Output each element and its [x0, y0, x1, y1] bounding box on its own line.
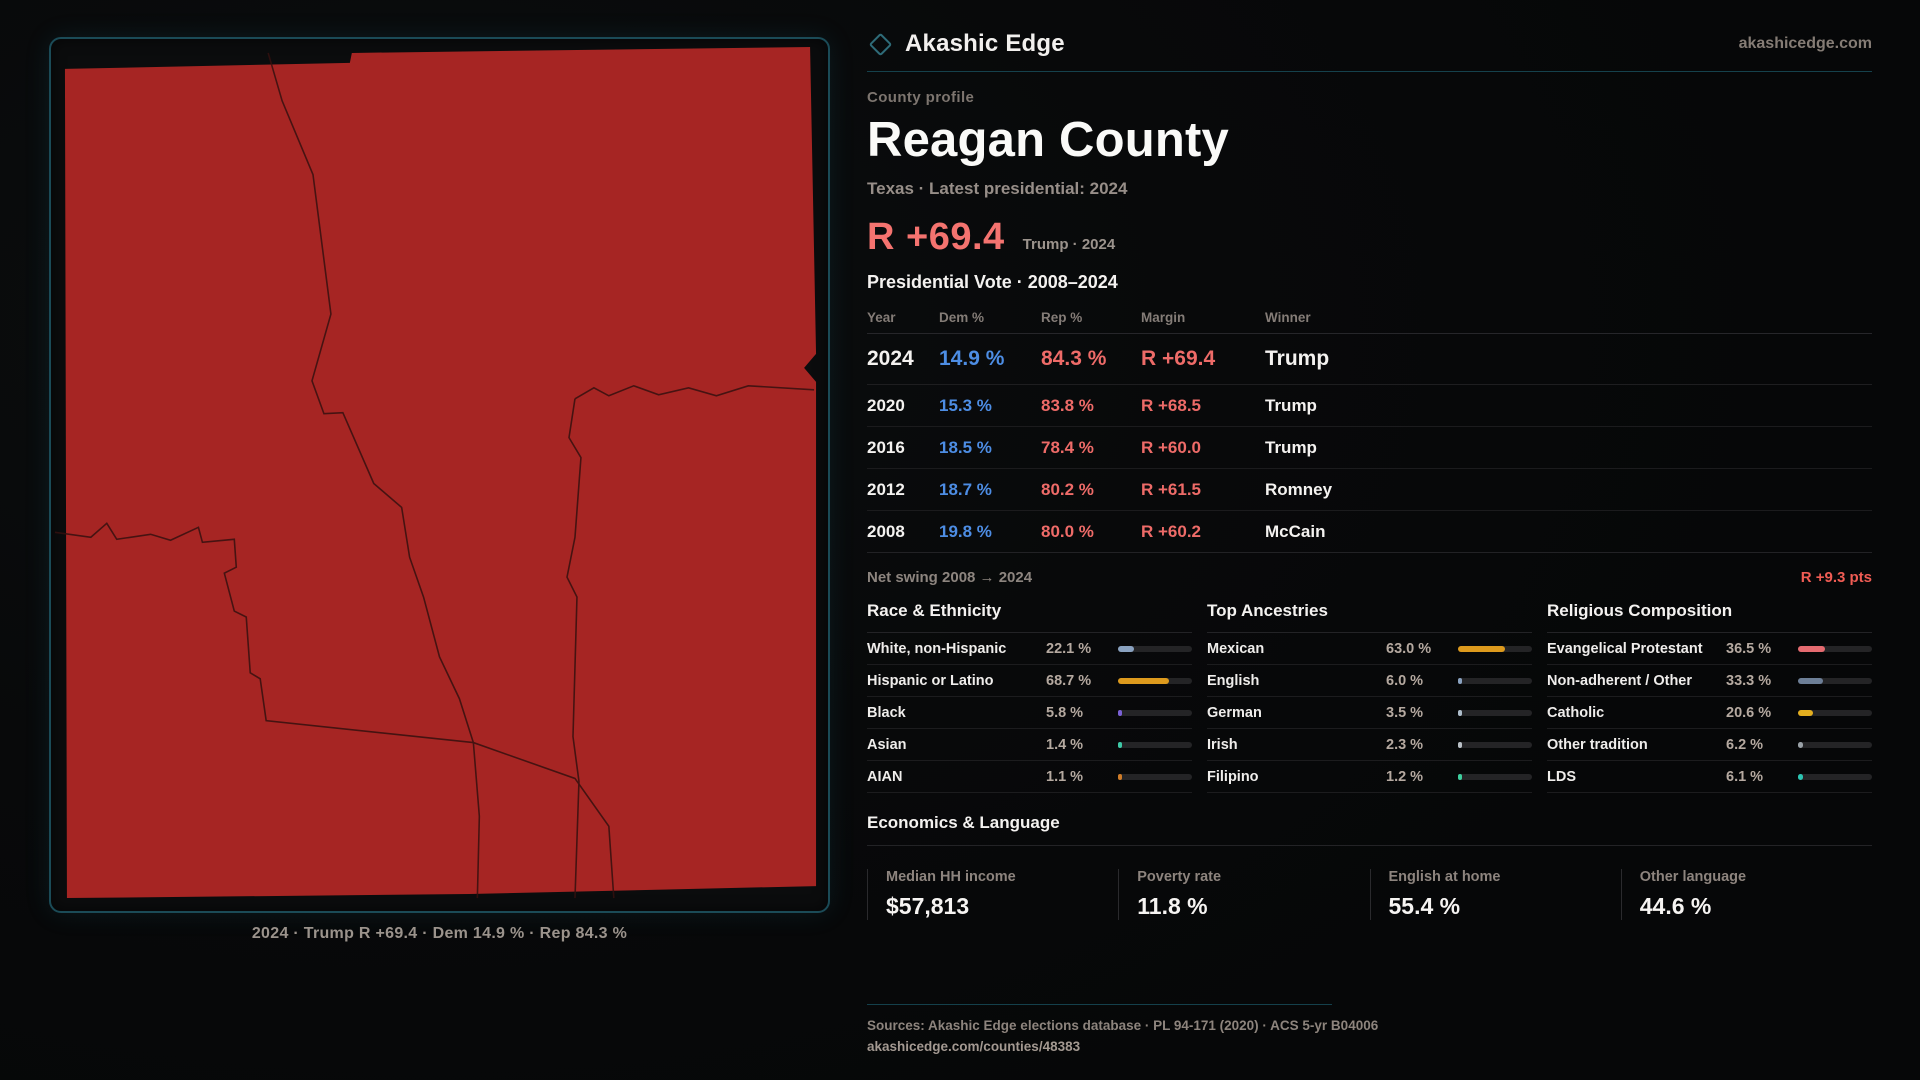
county-map — [54, 46, 817, 899]
stat-bar — [1798, 677, 1872, 684]
table-row: 2008 19.8 % 80.0 % R +60.2 McCain — [867, 511, 1872, 553]
economics-title: Economics & Language — [867, 813, 1872, 846]
footer-url-link[interactable]: akashicedge.com/counties/48383 — [867, 1039, 1081, 1054]
col-dem: Dem % — [939, 310, 985, 325]
col-rep: Rep % — [1041, 310, 1083, 325]
brand: Akashic Edge — [867, 30, 1065, 58]
stat-bar — [1458, 709, 1532, 716]
demo-row: Other tradition 6.2 % — [1547, 729, 1872, 761]
demo-row: English 6.0 % — [1207, 665, 1532, 697]
page-title: Reagan County — [867, 113, 1229, 167]
stat-bar — [1458, 773, 1532, 780]
stat-cell: Other language 44.6 % — [1620, 869, 1872, 920]
stat-bar — [1798, 645, 1872, 652]
headline-margin-row: R +69.4 Trump · 2024 — [867, 216, 1872, 259]
economics-stats: Median HH income $57,813 Poverty rate 11… — [867, 869, 1872, 920]
footer-divider — [867, 1004, 1332, 1005]
stat-bar — [1118, 741, 1192, 748]
map-caption: 2024 · Trump R +69.4 · Dem 14.9 % · Rep … — [251, 925, 628, 942]
religion-group: Religious Composition Evangelical Protes… — [1547, 601, 1872, 793]
footer-sources: Sources: Akashic Edge elections database… — [867, 1018, 1379, 1033]
stat-bar — [1458, 677, 1532, 684]
precinct-boundaries — [54, 52, 815, 899]
stat-bar — [1458, 645, 1532, 652]
demo-row: Hispanic or Latino 68.7 % — [867, 665, 1192, 697]
demo-row: Black 5.8 % — [867, 697, 1192, 729]
col-winner: Winner — [1265, 310, 1311, 325]
group-title: Race & Ethnicity — [867, 601, 1192, 633]
table-header-row: Year Dem % Rep % Margin Winner — [867, 302, 1872, 333]
stat-bar — [1118, 773, 1192, 780]
net-swing-value: R +9.3 pts — [1800, 568, 1872, 586]
stat-bar — [1118, 709, 1192, 716]
col-year: Year — [867, 310, 896, 325]
net-swing-row: Net swing 2008 → 2024 R +9.3 pts — [867, 559, 1872, 595]
stat-bar — [1798, 709, 1872, 716]
demo-row: German 3.5 % — [1207, 697, 1532, 729]
stat-cell: Poverty rate 11.8 % — [1118, 869, 1369, 920]
demo-row: Filipino 1.2 % — [1207, 761, 1532, 793]
stat-bar — [1458, 741, 1532, 748]
stat-bar — [1118, 677, 1192, 684]
headline-margin: R +69.4 — [867, 216, 1005, 258]
stat-cell: English at home 55.4 % — [1369, 869, 1621, 920]
table-row: 2020 15.3 % 83.8 % R +68.5 Trump — [867, 385, 1872, 427]
group-title: Religious Composition — [1547, 601, 1872, 633]
demographics-section: Race & Ethnicity White, non-Hispanic 22.… — [867, 601, 1872, 793]
county-shape — [64, 46, 817, 899]
demo-row: Irish 2.3 % — [1207, 729, 1532, 761]
brand-domain-link[interactable]: akashicedge.com — [1738, 35, 1872, 52]
county-profile-panel: Akashic Edge akashicedge.com County prof… — [867, 30, 1872, 1054]
race-ethnicity-group: Race & Ethnicity White, non-Hispanic 22.… — [867, 601, 1192, 793]
demo-row: AIAN 1.1 % — [867, 761, 1192, 793]
demo-row: Non-adherent / Other 33.3 % — [1547, 665, 1872, 697]
county-map-panel — [49, 37, 830, 913]
demo-row: White, non-Hispanic 22.1 % — [867, 633, 1192, 665]
col-margin: Margin — [1141, 310, 1186, 325]
page-subtitle: Texas · Latest presidential: 2024 — [867, 179, 1128, 198]
vote-table-title: Presidential Vote · 2008–2024 — [867, 272, 1118, 292]
demo-row: Catholic 20.6 % — [1547, 697, 1872, 729]
demo-row: LDS 6.1 % — [1547, 761, 1872, 793]
demo-row: Asian 1.4 % — [867, 729, 1192, 761]
net-swing-label: Net swing 2008 → 2024 — [867, 568, 1033, 586]
stat-bar — [1798, 741, 1872, 748]
header-bar: Akashic Edge akashicedge.com — [867, 30, 1872, 58]
eyebrow-label: County profile — [867, 89, 975, 106]
demo-row: Evangelical Protestant 36.5 % — [1547, 633, 1872, 665]
ancestries-group: Top Ancestries Mexican 63.0 % English 6.… — [1207, 601, 1532, 793]
brand-name: Akashic Edge — [905, 30, 1065, 57]
headline-note: Trump · 2024 — [1022, 236, 1116, 253]
stat-bar — [1118, 645, 1192, 652]
stat-bar — [1798, 773, 1872, 780]
header-divider — [867, 71, 1872, 72]
footer: Sources: Akashic Edge elections database… — [867, 1004, 1872, 1054]
group-title: Top Ancestries — [1207, 601, 1532, 633]
demo-row: Mexican 63.0 % — [1207, 633, 1532, 665]
table-row: 2016 18.5 % 78.4 % R +60.0 Trump — [867, 427, 1872, 469]
diamond-logo-icon — [869, 33, 892, 55]
presidential-vote-table: Year Dem % Rep % Margin Winner 2024 14.9… — [867, 302, 1872, 553]
table-row: 2012 18.7 % 80.2 % R +61.5 Romney — [867, 469, 1872, 511]
table-row: 2024 14.9 % 84.3 % R +69.4 Trump — [867, 333, 1872, 385]
stat-cell: Median HH income $57,813 — [867, 869, 1118, 920]
